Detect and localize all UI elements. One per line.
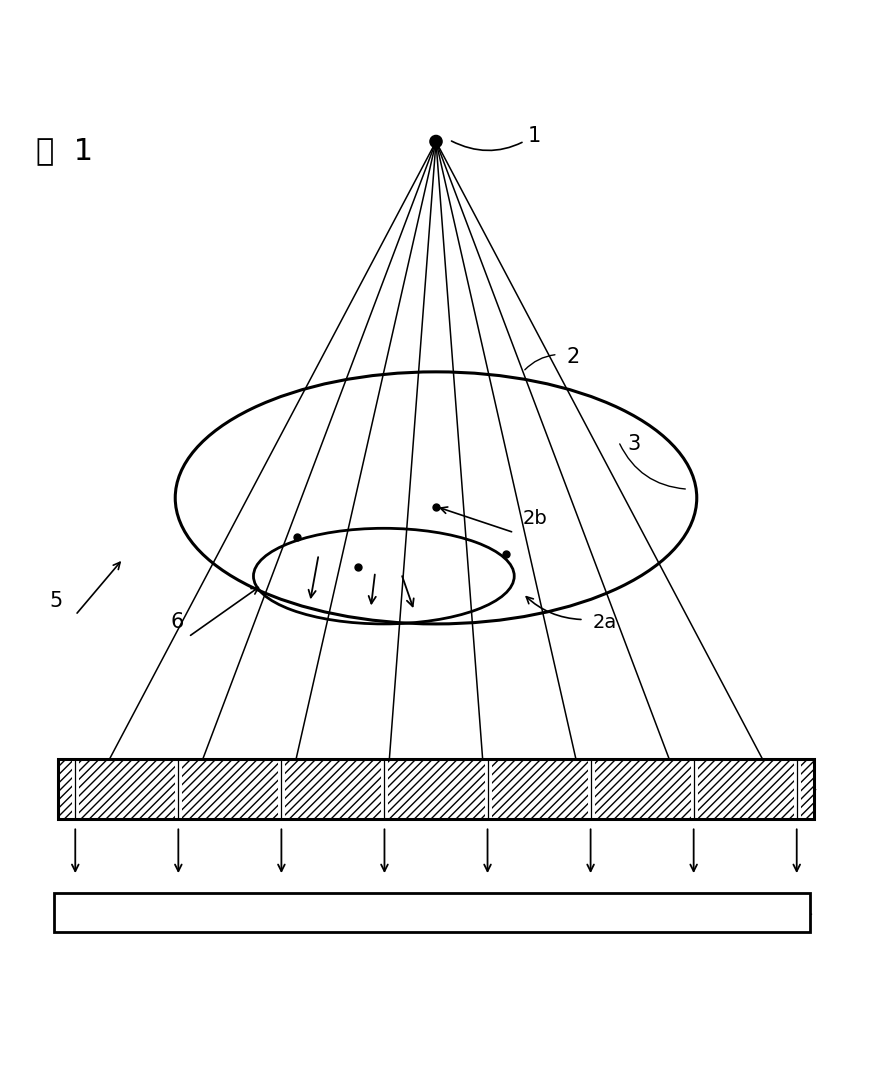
Text: 1: 1 — [452, 126, 541, 150]
Text: 2a: 2a — [592, 613, 617, 633]
Text: 7: 7 — [762, 905, 775, 925]
Text: 2b: 2b — [523, 509, 548, 528]
Text: 图  1: 图 1 — [36, 135, 93, 164]
Bar — [58, 758, 814, 819]
Circle shape — [430, 135, 442, 147]
Text: 5: 5 — [49, 591, 63, 610]
Text: 3: 3 — [627, 434, 640, 454]
Text: 6: 6 — [171, 612, 184, 633]
Text: 2: 2 — [567, 347, 580, 367]
Text: 4: 4 — [762, 769, 775, 788]
Bar — [58, 758, 814, 819]
Bar — [53, 894, 810, 932]
